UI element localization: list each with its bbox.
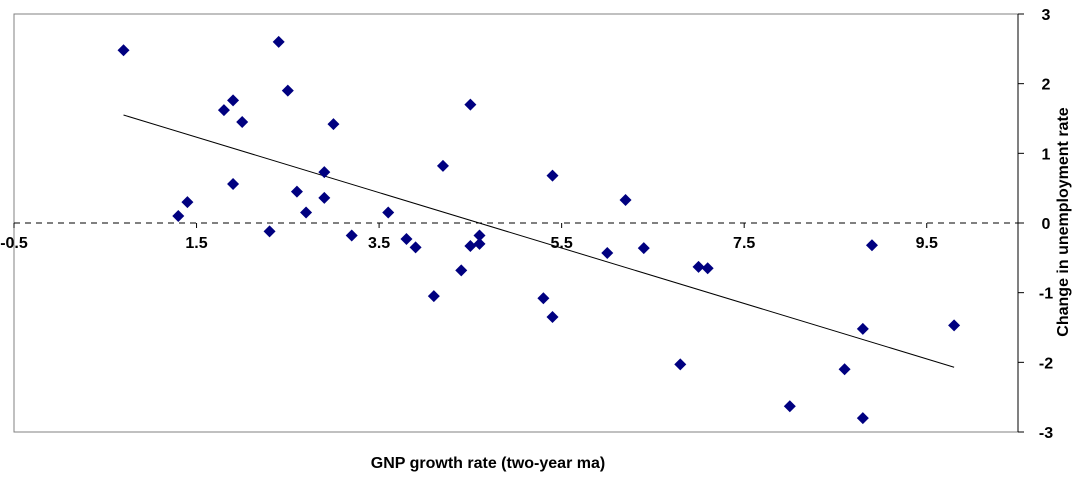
trendline: [123, 114, 955, 368]
y-tick-label: -1: [1039, 286, 1053, 303]
plot-border: [13, 13, 1019, 433]
data-point: [473, 229, 486, 242]
data-point: [674, 358, 687, 371]
data-point: [546, 169, 559, 182]
y-axis-title: Change in unemployment rate: [1055, 107, 1072, 336]
data-point: [227, 94, 240, 107]
y-axis-ticks: 3 2 1 0 -1 -2 -3: [1017, 7, 1053, 442]
data-point: [455, 264, 468, 277]
data-point: [537, 292, 550, 305]
data-point: [856, 412, 869, 425]
data-point: [318, 166, 331, 179]
data-point: [272, 35, 285, 48]
data-points: [117, 35, 961, 425]
data-point: [436, 159, 449, 172]
data-point: [300, 206, 313, 219]
data-point: [181, 196, 194, 209]
data-point: [637, 242, 650, 255]
data-point: [117, 44, 130, 57]
data-point: [601, 246, 614, 259]
data-point: [783, 400, 796, 413]
trendline-segment: [123, 114, 955, 368]
data-point: [692, 260, 705, 273]
data-point: [345, 229, 358, 242]
data-point: [464, 98, 477, 111]
data-point: [948, 319, 961, 332]
data-point: [856, 322, 869, 335]
data-point: [400, 233, 413, 246]
data-point: [236, 115, 249, 128]
data-point: [865, 239, 878, 252]
y-tick-label: -2: [1039, 355, 1053, 372]
data-point: [409, 241, 422, 254]
data-point: [172, 210, 185, 223]
x-tick-label: 5.5: [551, 235, 573, 252]
y-tick-label: 3: [1042, 7, 1051, 24]
data-point: [327, 118, 340, 131]
y-tick-label: 2: [1042, 77, 1051, 94]
data-point: [619, 194, 632, 207]
x-tick-label: -0.5: [0, 235, 28, 252]
x-axis-ticks: -0.5 1.5 3.5 5.5 7.5 9.5: [0, 223, 938, 252]
x-axis-title: GNP growth rate (two-year ma): [371, 455, 605, 472]
data-point: [473, 237, 486, 250]
x-tick-label: 3.5: [368, 235, 390, 252]
x-tick-label: 1.5: [185, 235, 207, 252]
data-point: [701, 262, 714, 275]
y-tick-label: 1: [1042, 146, 1051, 163]
x-tick-label: 9.5: [916, 235, 938, 252]
data-point: [838, 363, 851, 376]
data-point: [290, 185, 303, 198]
data-point: [546, 311, 559, 324]
y-tick-label: -3: [1039, 425, 1053, 442]
data-point: [281, 84, 294, 97]
data-point: [263, 225, 276, 238]
data-point: [464, 239, 477, 252]
x-tick-label: 7.5: [733, 235, 755, 252]
data-point: [227, 177, 240, 190]
y-tick-label: 0: [1042, 216, 1051, 233]
data-point: [382, 206, 395, 219]
data-point: [217, 104, 230, 117]
plot-area: [13, 13, 1019, 433]
data-point: [427, 290, 440, 303]
data-point: [318, 191, 331, 204]
